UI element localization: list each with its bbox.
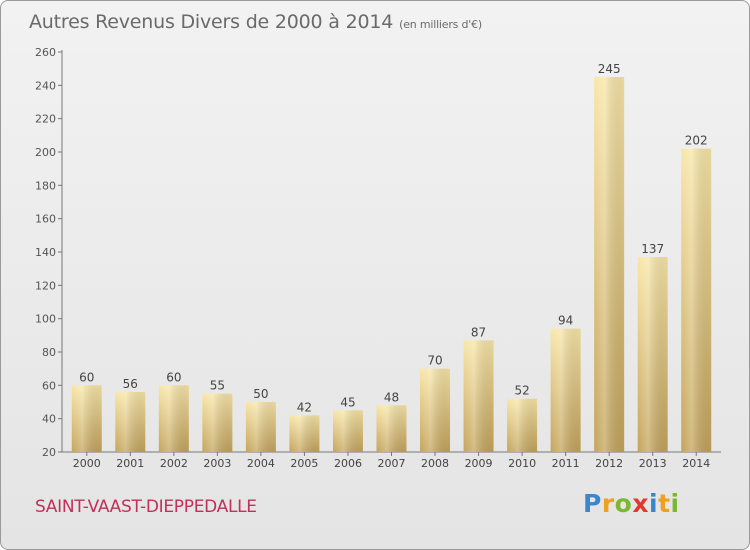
data-label-2012: 245	[598, 62, 621, 76]
data-label-2008: 70	[427, 354, 442, 368]
y-tick-label: 40	[42, 413, 56, 426]
y-tick-label: 80	[42, 346, 56, 359]
x-tick-label-2009: 2009	[465, 457, 493, 470]
y-tick-label: 200	[35, 146, 56, 159]
data-label-2006: 45	[340, 395, 355, 409]
x-tick-label-2001: 2001	[116, 457, 144, 470]
data-label-2009: 87	[471, 325, 486, 339]
logo-letter-x: x	[632, 489, 649, 518]
bar-sheen-2010	[507, 398, 538, 452]
data-label-2005: 42	[297, 400, 312, 414]
bar-sheen-2006	[332, 410, 363, 452]
x-tick-label-2012: 2012	[595, 457, 623, 470]
data-label-2013: 137	[641, 242, 664, 256]
chart-title-text: Autres Revenus Divers de 2000 à 2014	[29, 11, 394, 33]
bars	[71, 77, 712, 452]
logo-letter-t: t	[658, 489, 671, 518]
data-labels: 60 2000 56 2001 60 2002 55 2003 50 2004 42 2005 45 20…	[73, 62, 710, 470]
x-tick-label-2002: 2002	[160, 457, 188, 470]
data-label-2000: 60	[79, 370, 94, 384]
bar-sheen-2013	[637, 257, 668, 452]
bar-sheen-2011	[550, 328, 581, 452]
bar-sheen-2012	[594, 77, 625, 452]
logo-letter-i2: i	[670, 489, 680, 518]
data-label-2001: 56	[123, 377, 138, 391]
data-label-2004: 50	[253, 387, 268, 401]
bar-sheen-2000	[71, 385, 102, 452]
bar-sheen-2001	[115, 392, 146, 452]
logo-letter-i: i	[649, 489, 659, 518]
data-label-2007: 48	[384, 390, 399, 404]
y-tick-label: 140	[35, 246, 56, 259]
data-label-2014: 202	[685, 134, 708, 148]
y-tick-label: 120	[35, 279, 56, 292]
data-label-2010: 52	[514, 384, 529, 398]
data-label-2002: 60	[166, 370, 181, 384]
bar-sheen-2007	[376, 405, 407, 452]
bar-sheen-2004	[245, 402, 276, 452]
x-tick-label-2013: 2013	[639, 457, 667, 470]
x-tick-label-2000: 2000	[73, 457, 101, 470]
y-tick-label: 100	[35, 313, 56, 326]
x-tick-label-2010: 2010	[508, 457, 536, 470]
y-tick-label: 160	[35, 213, 56, 226]
x-tick-label-2004: 2004	[247, 457, 275, 470]
commune-name: SAINT-VAAST-DIEPPEDALLE	[35, 497, 257, 517]
bar-sheen-2005	[289, 415, 320, 452]
chart-title: Autres Revenus Divers de 2000 à 2014 (en …	[29, 11, 482, 33]
bar-sheen-2003	[202, 393, 233, 452]
y-tick-label: 180	[35, 179, 56, 192]
x-tick-label-2011: 2011	[552, 457, 580, 470]
x-tick-label-2005: 2005	[290, 457, 318, 470]
x-tick-label-2007: 2007	[378, 457, 406, 470]
logo-letter-p: P	[583, 489, 602, 518]
data-label-2003: 55	[210, 379, 225, 393]
y-tick-label: 240	[35, 79, 56, 92]
y-tick-label: 20	[42, 446, 56, 459]
x-tick-label-2003: 2003	[203, 457, 231, 470]
data-label-2011: 94	[558, 314, 573, 328]
bar-sheen-2009	[463, 340, 494, 452]
y-tick-label: 260	[35, 46, 56, 59]
x-tick-label-2014: 2014	[682, 457, 710, 470]
logo-letter-r: r	[601, 489, 615, 518]
chart-title-unit: (en milliers d'€)	[399, 18, 483, 31]
proxiti-logo[interactable]: Proxiti	[583, 489, 680, 518]
logo-letter-o: o	[614, 489, 633, 518]
bar-sheen-2008	[420, 368, 451, 452]
x-tick-label-2006: 2006	[334, 457, 362, 470]
y-tick-label: 60	[42, 379, 56, 392]
bar-sheen-2002	[158, 385, 189, 452]
bar-sheen-2014	[681, 148, 712, 452]
y-tick-label: 220	[35, 113, 56, 126]
x-tick-label-2008: 2008	[421, 457, 449, 470]
